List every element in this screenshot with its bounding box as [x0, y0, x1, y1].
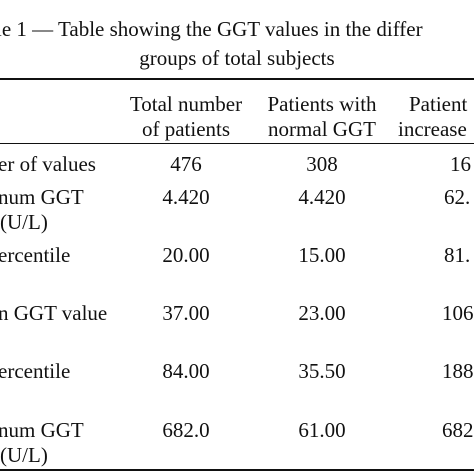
row-label-unit: (U/L) — [0, 443, 48, 467]
header-total-line-2: of patients — [141, 117, 231, 141]
header-increased-line-2: increase — [398, 117, 467, 141]
header-normal-line-1: Patients with — [267, 92, 377, 116]
cell-normal: 61.00 — [298, 418, 346, 442]
header-normal-line-2: normal GGT — [268, 117, 376, 141]
cell-total: 4.420 — [162, 185, 210, 209]
cell-increased: 81. — [444, 243, 471, 267]
row-label: er of values — [0, 152, 96, 176]
cell-increased: 188 — [442, 359, 474, 383]
row-label: n GGT value — [0, 301, 108, 325]
cell-increased: 106 — [442, 301, 474, 325]
cell-normal: 308 — [306, 152, 338, 176]
header-increased-line-1: Patient — [409, 92, 468, 116]
row-label: num GGT — [0, 185, 84, 209]
cell-increased: 682 — [442, 418, 474, 442]
cell-normal: 35.50 — [298, 359, 346, 383]
cell-increased: 16 — [450, 152, 471, 176]
cell-normal: 15.00 — [298, 243, 346, 267]
row-label: ercentile — [0, 243, 71, 267]
cell-total: 84.00 — [162, 359, 210, 383]
caption-line-1: le 1 — Table showing the GGT values in t… — [0, 17, 423, 41]
cell-total: 20.00 — [162, 243, 210, 267]
header-total-line-1: Total number — [129, 92, 243, 116]
row-label: ercentile — [0, 359, 71, 383]
cell-total: 682.0 — [162, 418, 210, 442]
row-label: num GGT — [0, 418, 84, 442]
bottom-rule — [0, 469, 474, 471]
row-label-unit: (U/L) — [0, 210, 48, 234]
cell-total: 476 — [170, 152, 202, 176]
header-rule — [0, 143, 474, 144]
caption-line-2: groups of total subjects — [139, 46, 335, 70]
top-rule — [0, 78, 474, 80]
cell-increased: 62. — [444, 185, 471, 209]
cell-total: 37.00 — [162, 301, 210, 325]
cell-normal: 4.420 — [298, 185, 346, 209]
cell-normal: 23.00 — [298, 301, 346, 325]
